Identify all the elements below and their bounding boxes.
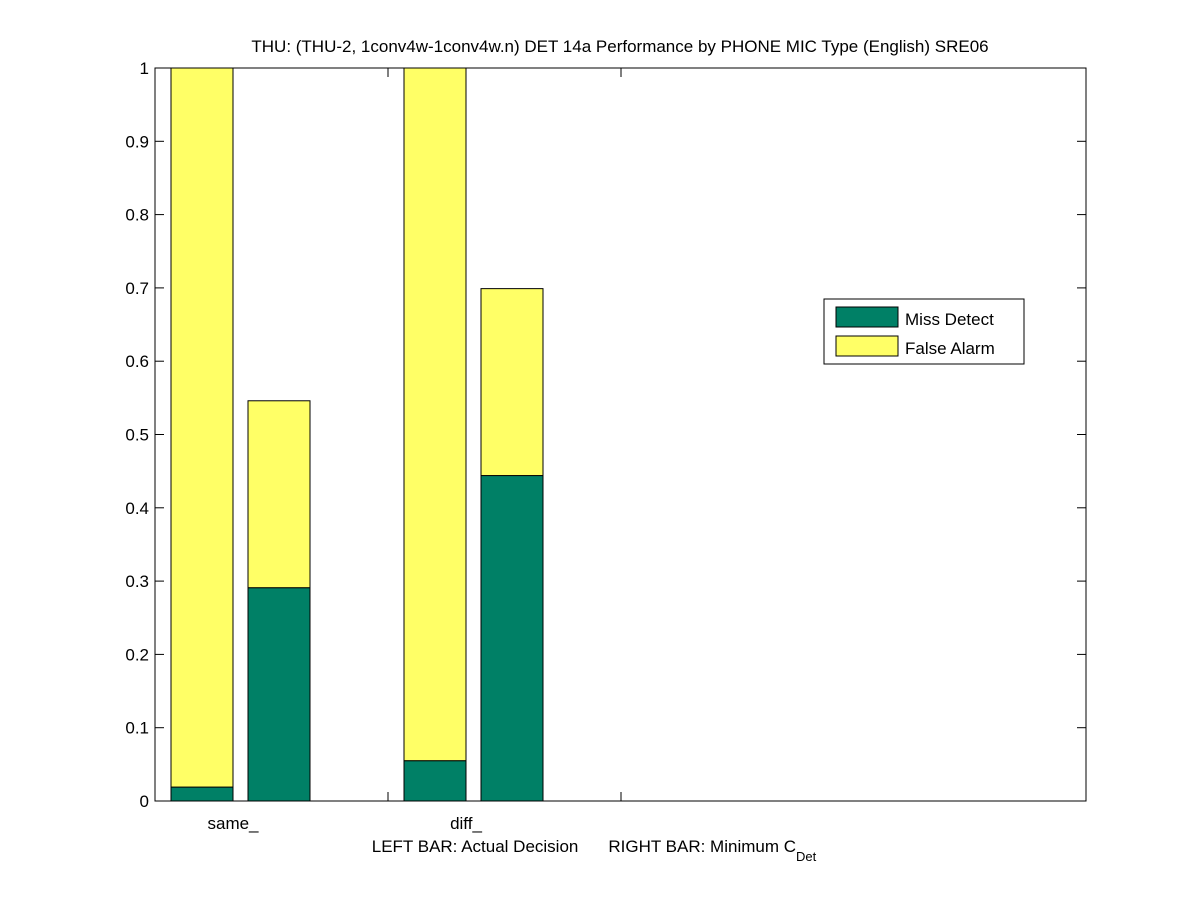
x-axis-label-subscript: Det <box>796 849 817 864</box>
chart-title: THU: (THU-2, 1conv4w-1conv4w.n) DET 14a … <box>251 37 988 56</box>
axis-layer: 0 0.1 0.2 0.3 0.4 0.5 0.6 0.7 0.8 0.9 1 same_ diff_ <box>125 59 1087 833</box>
legend-swatch-miss-detect <box>835 306 899 328</box>
legend-label-miss-detect: Miss Detect <box>905 310 994 329</box>
y-tick-label-5: 0.5 <box>125 426 149 445</box>
bar-same-actual-miss-detect <box>170 786 234 802</box>
y-tick-label-7: 0.7 <box>125 279 149 298</box>
x-axis-label-right: RIGHT BAR: Minimum C <box>608 837 796 856</box>
x-tick-label-same: same_ <box>207 814 259 833</box>
x-tick-label-diff: diff_ <box>450 814 482 833</box>
y-tick-label-0: 0 <box>140 792 149 811</box>
bar-diff-min-cdet-false-alarm <box>480 288 544 477</box>
bar-same-actual-false-alarm <box>170 67 234 788</box>
legend: Miss Detect False Alarm <box>823 298 1025 365</box>
y-tick-label-3: 0.3 <box>125 572 149 591</box>
y-tick-label-9: 0.9 <box>125 132 149 151</box>
y-tick-label-2: 0.2 <box>125 645 149 664</box>
bar-same-min-cdet-false-alarm <box>247 400 311 589</box>
y-tick-label-10: 1 <box>140 59 149 78</box>
bars-layer <box>170 67 544 802</box>
bar-diff-min-cdet-miss-detect <box>480 475 544 802</box>
bar-diff-actual-miss-detect <box>403 760 467 802</box>
legend-swatch-false-alarm <box>835 335 899 357</box>
y-tick-label-4: 0.4 <box>125 499 149 518</box>
x-axis-label-left: LEFT BAR: Actual Decision <box>372 837 579 856</box>
y-tick-label-1: 0.1 <box>125 719 149 738</box>
x-axis-label: LEFT BAR: Actual Decision RIGHT BAR: Mini… <box>372 837 817 864</box>
y-tick-label-8: 0.8 <box>125 206 149 225</box>
bar-same-min-cdet-miss-detect <box>247 587 311 802</box>
legend-label-false-alarm: False Alarm <box>905 339 995 358</box>
bar-diff-actual-false-alarm <box>403 67 467 762</box>
y-tick-label-6: 0.6 <box>125 352 149 371</box>
